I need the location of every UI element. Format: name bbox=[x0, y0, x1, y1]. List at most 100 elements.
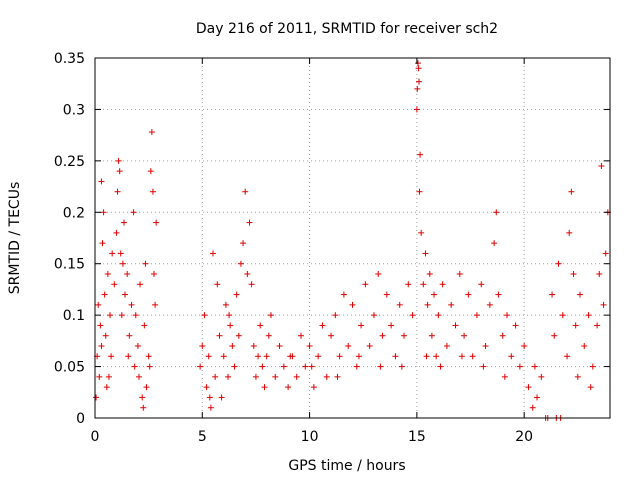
data-point bbox=[358, 322, 365, 329]
data-point bbox=[139, 394, 146, 401]
data-point bbox=[214, 281, 221, 288]
grid-lines bbox=[95, 58, 610, 418]
data-point bbox=[428, 332, 435, 339]
data-point bbox=[377, 363, 384, 370]
data-point bbox=[126, 332, 133, 339]
data-point bbox=[244, 271, 251, 277]
data-point bbox=[117, 250, 124, 257]
data-point bbox=[131, 363, 138, 370]
data-point bbox=[145, 353, 152, 360]
data-point bbox=[416, 188, 423, 195]
data-point bbox=[201, 312, 208, 319]
data-point bbox=[134, 343, 141, 349]
data-point bbox=[461, 332, 468, 339]
y-tick-label: 0.15 bbox=[54, 257, 85, 273]
data-point bbox=[93, 394, 100, 401]
y-tick-label: 0.1 bbox=[63, 308, 85, 324]
data-point bbox=[265, 332, 272, 339]
data-point bbox=[495, 291, 502, 298]
data-point bbox=[114, 188, 121, 195]
y-tick-label: 0 bbox=[76, 411, 85, 427]
data-point bbox=[375, 271, 382, 277]
data-point bbox=[308, 363, 315, 370]
data-point bbox=[116, 168, 123, 175]
data-point bbox=[95, 301, 102, 308]
data-point bbox=[534, 394, 541, 401]
data-point bbox=[235, 332, 242, 339]
data-point bbox=[516, 363, 523, 370]
y-axis-label: SRMTID / TECUs bbox=[7, 182, 23, 295]
data-point bbox=[596, 271, 603, 277]
data-point bbox=[152, 301, 159, 308]
data-point bbox=[111, 281, 118, 288]
data-point bbox=[417, 151, 424, 158]
axis-ticks: 0 5 10 15 20 0 0.05 0.1 0.15 0.2 0.25 0.3 0.35 bbox=[54, 51, 610, 445]
data-point bbox=[334, 373, 341, 380]
data-point bbox=[306, 343, 313, 349]
data-point bbox=[388, 322, 395, 329]
data-point bbox=[570, 271, 577, 277]
data-point bbox=[285, 384, 292, 391]
data-point bbox=[220, 353, 227, 360]
y-tick-label: 0.05 bbox=[54, 360, 85, 376]
data-point bbox=[564, 353, 571, 360]
data-point bbox=[458, 353, 465, 360]
data-point bbox=[119, 260, 126, 267]
data-point bbox=[323, 373, 330, 380]
data-point bbox=[469, 353, 476, 360]
data-point bbox=[423, 353, 430, 360]
data-point bbox=[240, 240, 247, 247]
data-point bbox=[431, 291, 438, 298]
data-point bbox=[302, 363, 309, 370]
data-point bbox=[525, 384, 532, 391]
data-point bbox=[512, 322, 519, 329]
data-point bbox=[340, 291, 347, 298]
data-point bbox=[104, 271, 111, 277]
x-tick-label: 0 bbox=[91, 429, 100, 445]
data-point bbox=[97, 322, 104, 329]
data-point bbox=[233, 291, 240, 298]
data-point bbox=[409, 312, 416, 319]
data-point bbox=[99, 240, 106, 247]
data-point bbox=[598, 163, 605, 169]
data-point bbox=[103, 384, 110, 391]
data-point bbox=[109, 250, 116, 257]
y-tick-label: 0.25 bbox=[54, 154, 85, 170]
data-point bbox=[555, 260, 562, 267]
data-point bbox=[146, 363, 153, 370]
data-point bbox=[263, 353, 270, 360]
data-point bbox=[504, 312, 510, 319]
data-point bbox=[135, 373, 142, 380]
data-point bbox=[255, 353, 262, 360]
data-point bbox=[242, 188, 249, 195]
data-point bbox=[227, 322, 234, 329]
data-point bbox=[396, 301, 403, 308]
data-point bbox=[328, 332, 335, 339]
data-point bbox=[501, 373, 508, 380]
data-point bbox=[151, 271, 158, 277]
data-point bbox=[452, 322, 459, 329]
data-point bbox=[142, 260, 149, 267]
data-point bbox=[480, 363, 487, 370]
data-point bbox=[125, 353, 132, 360]
data-point bbox=[108, 353, 115, 360]
data-point bbox=[231, 363, 238, 370]
data-point bbox=[149, 188, 156, 195]
data-point bbox=[259, 363, 266, 370]
data-point bbox=[414, 60, 421, 67]
data-point bbox=[248, 281, 255, 288]
data-point bbox=[478, 281, 485, 288]
data-point bbox=[237, 260, 244, 267]
data-point bbox=[379, 332, 386, 339]
data-point bbox=[383, 291, 390, 298]
data-point bbox=[332, 312, 339, 319]
data-point bbox=[199, 343, 206, 349]
data-point bbox=[349, 301, 356, 308]
data-point bbox=[280, 363, 287, 370]
data-point bbox=[549, 291, 556, 298]
data-point bbox=[218, 394, 225, 401]
data-point bbox=[118, 312, 125, 319]
data-point bbox=[493, 209, 500, 216]
data-point bbox=[252, 373, 259, 380]
